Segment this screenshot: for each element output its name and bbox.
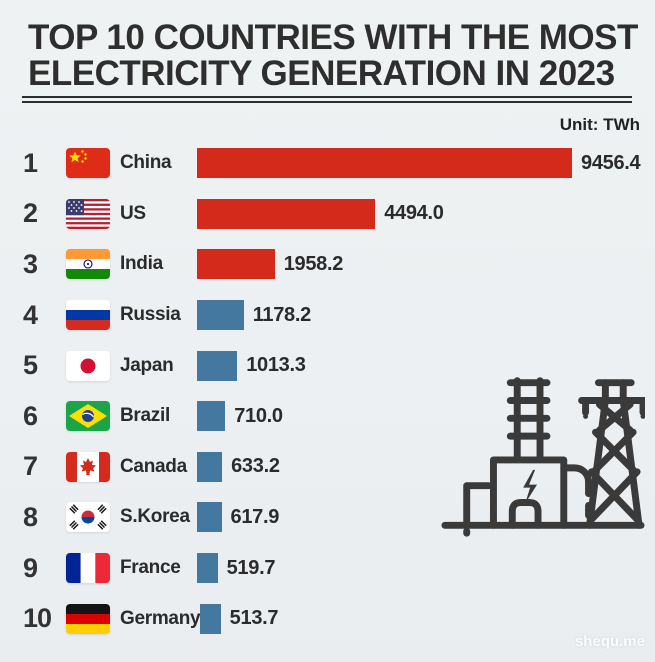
rank-number: 2 bbox=[23, 198, 38, 229]
title-line-2: ELECTRICITY GENERATION IN 2023 bbox=[28, 54, 615, 93]
value-bar bbox=[197, 350, 238, 381]
france-flag-icon bbox=[66, 553, 110, 584]
value-label: 633.2 bbox=[231, 455, 280, 478]
value-label: 710.0 bbox=[234, 404, 283, 427]
value-label: 617.9 bbox=[230, 505, 280, 528]
skorea-flag-icon bbox=[66, 502, 110, 533]
rank-row-skorea: 8 S.Korea 617.9 bbox=[0, 492, 655, 543]
germany-flag-icon bbox=[66, 603, 110, 634]
page-title: TOP 10 COUNTRIES WITH THE MOST ELECTRICI… bbox=[28, 18, 638, 93]
canada-flag-icon bbox=[66, 451, 110, 482]
country-label: France bbox=[120, 557, 181, 579]
power-plant-icon bbox=[441, 377, 645, 537]
brazil-flag-icon bbox=[66, 401, 110, 432]
value-bar bbox=[197, 401, 226, 432]
japan-flag-icon bbox=[66, 350, 110, 381]
value-label: 1013.3 bbox=[246, 354, 306, 377]
value-bar bbox=[197, 249, 275, 280]
value-label: 1958.2 bbox=[283, 252, 344, 275]
rank-row-india: 3 India 1958.2 bbox=[0, 239, 655, 290]
rank-row-russia: 4 Russia 1178.2 bbox=[0, 290, 655, 341]
value-label: 513.7 bbox=[229, 607, 279, 630]
rank-row-brazil: 6 Brazil 710.0 bbox=[0, 391, 655, 442]
rank-row-us: 2 US 4494.0 bbox=[0, 189, 655, 240]
us-flag-icon bbox=[66, 198, 110, 229]
value-label: 4494.0 bbox=[384, 202, 444, 225]
rank-row-germany: 10 Germany 513.7 bbox=[0, 593, 655, 644]
ranking-list: 1 China 9456.4 2 US 4494.0 3 India 1958. bbox=[0, 138, 655, 644]
rank-number: 7 bbox=[23, 451, 38, 482]
rank-row-japan: 5 Japan 1013.3 bbox=[0, 340, 655, 391]
value-bar bbox=[197, 502, 222, 533]
unit-label: Unit: TWh bbox=[559, 115, 640, 134]
rank-number: 8 bbox=[23, 501, 38, 532]
watermark: shequ.me bbox=[574, 633, 645, 650]
rank-number: 9 bbox=[23, 552, 38, 583]
value-label: 519.7 bbox=[226, 556, 276, 579]
china-flag-icon bbox=[66, 148, 110, 179]
title-underline bbox=[22, 96, 632, 103]
value-label: 9456.4 bbox=[581, 151, 641, 174]
value-label: 1178.2 bbox=[252, 303, 312, 326]
country-label: Germany bbox=[120, 607, 201, 629]
value-bar bbox=[197, 148, 572, 179]
rank-row-france: 9 France 519.7 bbox=[0, 543, 655, 594]
value-bar bbox=[200, 603, 221, 634]
title-line-1: TOP 10 COUNTRIES WITH THE MOST bbox=[28, 18, 638, 57]
country-label: China bbox=[120, 152, 172, 174]
rank-number: 4 bbox=[23, 299, 38, 330]
value-bar bbox=[197, 300, 244, 331]
rank-row-china: 1 China 9456.4 bbox=[0, 138, 655, 189]
country-label: S.Korea bbox=[120, 506, 190, 528]
country-label: US bbox=[120, 202, 146, 224]
india-flag-icon bbox=[66, 249, 110, 280]
rank-number: 3 bbox=[23, 248, 38, 279]
country-label: Japan bbox=[120, 354, 174, 376]
russia-flag-icon bbox=[66, 300, 110, 331]
rank-number: 1 bbox=[23, 147, 38, 178]
rank-number: 5 bbox=[23, 350, 38, 381]
value-bar bbox=[197, 451, 223, 482]
value-bar bbox=[197, 553, 218, 584]
value-bar bbox=[197, 198, 376, 229]
country-label: Canada bbox=[120, 455, 187, 477]
rank-number: 10 bbox=[23, 603, 52, 634]
country-label: India bbox=[120, 253, 163, 275]
rank-row-canada: 7 Canada 633.2 bbox=[0, 442, 655, 493]
country-label: Russia bbox=[120, 304, 181, 326]
rank-number: 6 bbox=[23, 400, 38, 431]
country-label: Brazil bbox=[120, 405, 170, 427]
